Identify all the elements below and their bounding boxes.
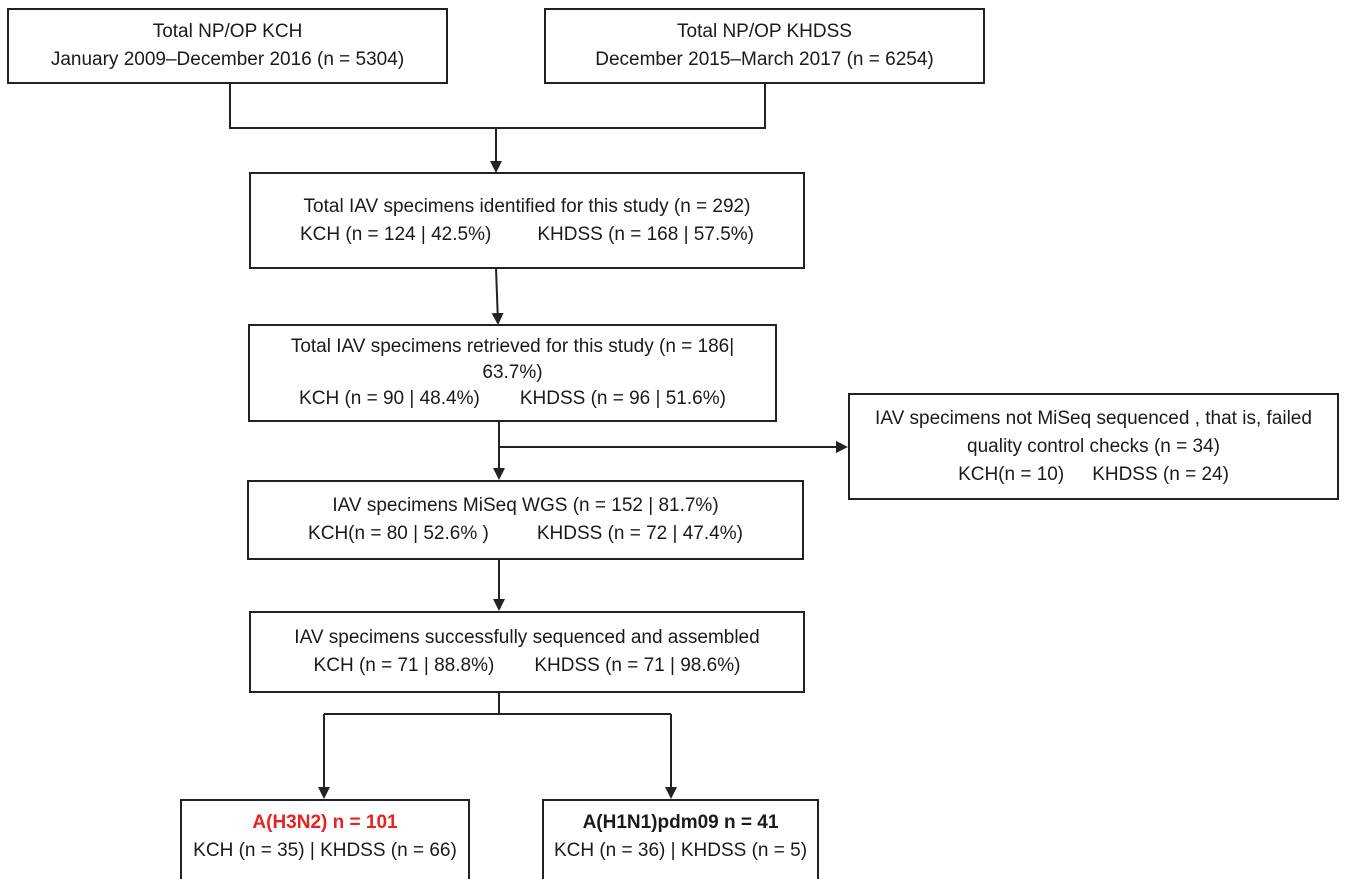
assembled-total: IAV specimens successfully sequenced and… bbox=[294, 627, 760, 648]
assembled-kch: KCH (n = 71 | 88.8%) bbox=[313, 655, 495, 676]
not-sequenced-reason: quality control checks (n = 34) bbox=[967, 435, 1220, 457]
identified-kch: KCH (n = 124 | 42.5%) bbox=[299, 223, 492, 245]
h1n1-counts: KCH (n = 36) | KHDSS (n = 5) bbox=[553, 840, 808, 861]
not-sequenced-kch: KCH(n = 10) bbox=[958, 463, 1065, 485]
retrieved-kch: KCH (n = 90 | 48.4%) bbox=[299, 388, 480, 409]
khdss-source-box: Total NP/OP KHDSS December 2015–March 20… bbox=[544, 8, 985, 84]
h3n2-title: A(H3N2) n = 101 bbox=[252, 812, 398, 833]
identified-total: Total IAV specimens identified for this … bbox=[303, 195, 751, 217]
khdss-source-title: Total NP/OP KHDSS bbox=[677, 21, 852, 42]
kch-source-period: January 2009–December 2016 (n = 5304) bbox=[50, 49, 405, 70]
arrow-to-retrieved bbox=[491, 267, 504, 325]
assembled-khdss: KHDSS (n = 71 | 98.6%) bbox=[534, 655, 741, 676]
kch-source-title: Total NP/OP KCH bbox=[152, 21, 303, 42]
assembled-box: IAV specimens successfully sequenced and… bbox=[249, 611, 805, 693]
kch-source-box: Total NP/OP KCH January 2009–December 20… bbox=[7, 8, 448, 84]
not-sequenced-title: IAV specimens not MiSeq sequenced , that… bbox=[875, 407, 1312, 429]
retrieved-total: Total IAV specimens retrieved for this s… bbox=[290, 336, 735, 357]
identified-khdss: KHDSS (n = 168 | 57.5%) bbox=[537, 223, 755, 245]
not-sequenced-box: IAV specimens not MiSeq sequenced , that… bbox=[848, 393, 1339, 500]
identified-box: Total IAV specimens identified for this … bbox=[249, 172, 805, 269]
h1n1-box: A(H1N1)pdm09 n = 41 KCH (n = 36) | KHDSS… bbox=[542, 799, 819, 879]
wgs-kch: KCH(n = 80 | 52.6% ) bbox=[308, 523, 489, 544]
h3n2-box: A(H3N2) n = 101 KCH (n = 35) | KHDSS (n … bbox=[180, 799, 470, 879]
wgs-khdss: KHDSS (n = 72 | 47.4%) bbox=[536, 523, 743, 544]
h3n2-counts: KCH (n = 35) | KHDSS (n = 66) bbox=[193, 840, 457, 861]
khdss-source-period: December 2015–March 2017 (n = 6254) bbox=[595, 49, 934, 70]
retrieved-khdss: KHDSS (n = 96 | 51.6%) bbox=[519, 388, 726, 409]
wgs-total: IAV specimens MiSeq WGS (n = 152 | 81.7%… bbox=[332, 495, 719, 516]
not-sequenced-khdss: KHDSS (n = 24) bbox=[1092, 463, 1229, 485]
retrieved-box: Total IAV specimens retrieved for this s… bbox=[248, 324, 777, 422]
retrieved-total-cont: 63.7%) bbox=[482, 362, 543, 383]
h1n1-title: A(H1N1)pdm09 n = 41 bbox=[582, 812, 779, 833]
merge-connector bbox=[229, 83, 766, 129]
wgs-box: IAV specimens MiSeq WGS (n = 152 | 81.7%… bbox=[247, 480, 804, 560]
